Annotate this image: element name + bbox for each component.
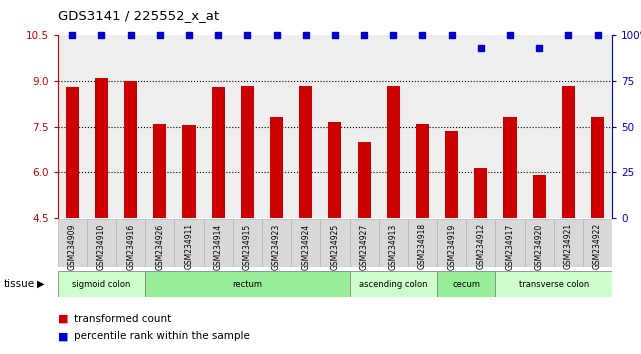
Bar xyxy=(495,271,612,297)
Text: ascending colon: ascending colon xyxy=(359,280,428,289)
Bar xyxy=(524,219,554,267)
Text: cecum: cecum xyxy=(453,280,480,289)
Bar xyxy=(349,271,437,297)
Bar xyxy=(116,219,146,267)
Text: GSM234923: GSM234923 xyxy=(272,223,281,269)
Bar xyxy=(474,167,487,218)
Text: GSM234914: GSM234914 xyxy=(213,223,222,269)
Bar xyxy=(262,219,291,267)
Bar xyxy=(349,219,379,267)
Bar xyxy=(437,271,495,297)
Text: GSM234911: GSM234911 xyxy=(185,223,194,269)
Text: GSM234916: GSM234916 xyxy=(126,223,135,269)
Text: GSM234921: GSM234921 xyxy=(564,223,573,269)
Text: ■: ■ xyxy=(58,314,68,324)
Bar xyxy=(445,131,458,218)
Text: transverse colon: transverse colon xyxy=(519,280,589,289)
Text: transformed count: transformed count xyxy=(74,314,171,324)
Bar xyxy=(591,118,604,218)
Text: rectum: rectum xyxy=(233,280,262,289)
Text: sigmoid colon: sigmoid colon xyxy=(72,280,131,289)
Text: GSM234912: GSM234912 xyxy=(476,223,485,269)
Bar xyxy=(174,219,204,267)
Bar xyxy=(387,86,400,218)
Bar xyxy=(146,219,174,267)
Text: percentile rank within the sample: percentile rank within the sample xyxy=(74,331,249,341)
Bar xyxy=(66,87,79,218)
Text: GSM234926: GSM234926 xyxy=(155,223,164,269)
Bar xyxy=(212,87,225,218)
Text: GSM234920: GSM234920 xyxy=(535,223,544,269)
Text: GSM234925: GSM234925 xyxy=(330,223,340,269)
Bar xyxy=(562,86,575,218)
Text: GSM234915: GSM234915 xyxy=(243,223,252,269)
Bar xyxy=(358,142,370,218)
Text: GSM234909: GSM234909 xyxy=(68,223,77,270)
Text: GSM234919: GSM234919 xyxy=(447,223,456,269)
Bar xyxy=(124,81,137,218)
Text: tissue: tissue xyxy=(3,279,35,289)
Bar xyxy=(495,219,524,267)
Bar xyxy=(183,125,196,218)
Text: ■: ■ xyxy=(58,331,68,341)
Bar xyxy=(416,124,429,218)
Text: ▶: ▶ xyxy=(37,279,44,289)
Bar xyxy=(95,78,108,218)
Bar xyxy=(437,219,466,267)
Bar xyxy=(270,118,283,218)
Bar xyxy=(583,219,612,267)
Text: GSM234913: GSM234913 xyxy=(389,223,398,269)
Bar xyxy=(466,219,495,267)
Bar xyxy=(58,219,87,267)
Text: GSM234924: GSM234924 xyxy=(301,223,310,269)
Bar xyxy=(320,219,349,267)
Bar xyxy=(328,122,342,218)
Bar xyxy=(87,219,116,267)
Bar xyxy=(241,86,254,218)
Bar xyxy=(408,219,437,267)
Text: GSM234922: GSM234922 xyxy=(593,223,602,269)
Bar xyxy=(153,124,167,218)
Text: GSM234918: GSM234918 xyxy=(418,223,427,269)
Bar xyxy=(503,118,517,218)
Bar xyxy=(204,219,233,267)
Text: GDS3141 / 225552_x_at: GDS3141 / 225552_x_at xyxy=(58,9,219,22)
Bar xyxy=(58,271,146,297)
Bar xyxy=(291,219,320,267)
Bar xyxy=(233,219,262,267)
Text: GSM234917: GSM234917 xyxy=(506,223,515,269)
Bar xyxy=(379,219,408,267)
Bar xyxy=(299,86,312,218)
Bar xyxy=(533,175,545,218)
Bar xyxy=(554,219,583,267)
Bar xyxy=(146,271,349,297)
Text: GSM234927: GSM234927 xyxy=(360,223,369,269)
Text: GSM234910: GSM234910 xyxy=(97,223,106,269)
